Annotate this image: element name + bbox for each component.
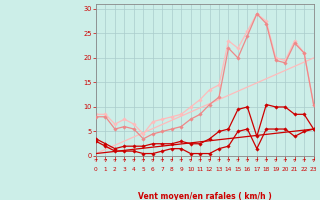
- X-axis label: Vent moyen/en rafales ( km/h ): Vent moyen/en rafales ( km/h ): [138, 192, 272, 200]
